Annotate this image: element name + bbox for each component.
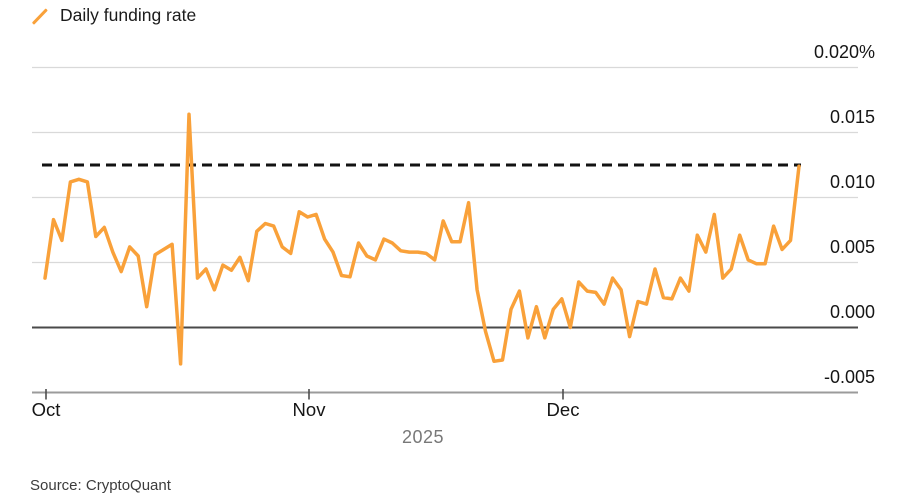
chart-legend: Daily funding rate bbox=[30, 5, 196, 26]
x-tick-label-dec: Dec bbox=[546, 399, 580, 420]
x-tick-label-nov: Nov bbox=[292, 399, 326, 420]
y-tick-label: -0.005 bbox=[823, 366, 875, 387]
source-attribution: Source: CryptoQuant bbox=[30, 477, 171, 494]
y-tick-label: 0.015 bbox=[829, 106, 875, 127]
y-tick-label: 0.020% bbox=[813, 41, 875, 62]
y-tick-label: 0.005 bbox=[829, 236, 875, 257]
y-tick-label: 0.010 bbox=[829, 171, 875, 192]
month-tick-marks bbox=[45, 389, 564, 400]
x-axis-year-label: 2025 bbox=[401, 427, 445, 447]
legend-label: Daily funding rate bbox=[60, 5, 197, 25]
line-series-icon bbox=[31, 8, 49, 26]
x-tick-label-oct: Oct bbox=[31, 399, 61, 420]
funding-rate-line bbox=[43, 112, 801, 366]
y-tick-label: 0.000 bbox=[829, 301, 875, 322]
gridlines bbox=[32, 66, 858, 394]
